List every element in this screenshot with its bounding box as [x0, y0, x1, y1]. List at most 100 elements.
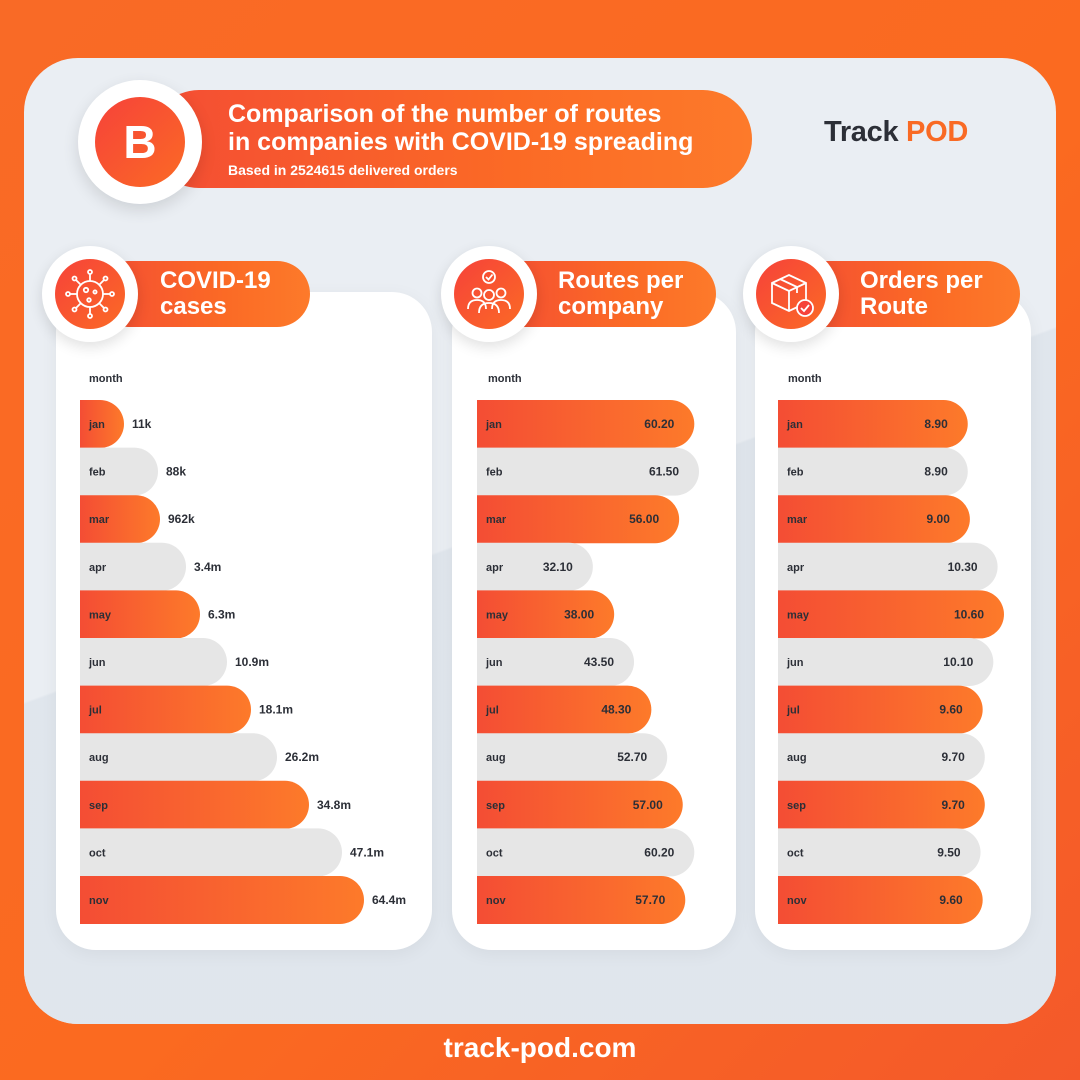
tick-label-routes-nov: nov — [486, 895, 506, 907]
tick-label-orders-jun: jun — [786, 657, 804, 669]
package-check-icon — [756, 259, 826, 329]
data-label-covid-jun: 10.9m — [235, 655, 269, 669]
tick-label-covid-aug: aug — [89, 752, 109, 764]
data-label-routes-mar: 56.00 — [629, 512, 659, 526]
bar-covid-may — [80, 590, 200, 639]
data-label-covid-jan: 11k — [132, 417, 152, 431]
logo-pod: POD — [906, 116, 968, 148]
tick-label-covid-jun: jun — [88, 657, 106, 669]
bar-routes-jan — [477, 400, 695, 448]
track-pod-logo: Track POD — [824, 116, 968, 149]
bar-covid-sep — [80, 780, 309, 829]
tick-label-covid-sep: sep — [89, 800, 108, 812]
data-label-routes-oct: 60.20 — [644, 845, 674, 859]
tick-label-orders-feb: feb — [787, 467, 804, 479]
tick-label-orders-apr: apr — [787, 562, 805, 574]
axis-label-routes: month — [488, 373, 522, 385]
tick-label-covid-mar: mar — [89, 514, 110, 526]
data-label-covid-feb: 88k — [166, 465, 186, 479]
tick-label-routes-jun: jun — [485, 657, 503, 669]
virus-icon — [55, 259, 125, 329]
bar-routes-mar — [477, 495, 680, 544]
data-label-covid-oct: 47.1m — [350, 845, 384, 859]
tick-label-orders-oct: oct — [787, 847, 804, 859]
bar-covid-oct — [80, 828, 342, 877]
header-title-line2: in companies with COVID-19 spreading — [228, 128, 694, 156]
tick-label-covid-jul: jul — [88, 705, 102, 717]
data-label-covid-aug: 26.2m — [285, 750, 319, 764]
bar-orders-aug — [778, 733, 985, 782]
footer-url: track-pod.com — [443, 1032, 637, 1063]
tick-label-orders-aug: aug — [787, 752, 807, 764]
chart-title-orders-line1: Orders per — [860, 267, 983, 294]
bar-covid-nov — [80, 876, 364, 924]
tick-label-orders-may: may — [787, 609, 810, 621]
bar-routes-may — [477, 590, 615, 639]
bar-covid-aug — [80, 733, 277, 782]
chart-title-routes-line2: company — [558, 293, 664, 320]
data-label-orders-nov: 9.60 — [939, 893, 963, 907]
bar-orders-nov — [778, 876, 983, 924]
data-label-routes-jul: 48.30 — [601, 703, 631, 717]
data-label-orders-apr: 10.30 — [948, 560, 978, 574]
badge-letter: B — [95, 97, 185, 187]
header-title-line1: Comparison of the number of routes — [228, 100, 662, 128]
bar-orders-jul — [778, 685, 983, 734]
chart-title-orders-line2: Route — [860, 293, 928, 320]
tick-label-covid-jan: jan — [88, 419, 105, 431]
tick-label-orders-jan: jan — [786, 419, 803, 431]
tick-label-covid-may: may — [89, 609, 112, 621]
data-label-routes-may: 38.00 — [564, 607, 594, 621]
tick-label-routes-mar: mar — [486, 514, 507, 526]
tick-label-routes-oct: oct — [486, 847, 503, 859]
bar-orders-mar — [778, 495, 970, 544]
tick-label-orders-nov: nov — [787, 895, 807, 907]
tick-label-orders-mar: mar — [787, 514, 808, 526]
header-title: Comparison of the number of routes in co… — [228, 100, 748, 156]
data-label-orders-may: 10.60 — [954, 607, 984, 621]
tick-label-covid-feb: feb — [89, 467, 106, 479]
data-label-routes-feb: 61.50 — [649, 465, 679, 479]
bar-routes-jul — [477, 685, 652, 734]
axis-label-covid: month — [89, 373, 123, 385]
data-label-routes-jun: 43.50 — [584, 655, 614, 669]
bar-covid-apr — [80, 542, 186, 591]
bar-orders-may — [778, 590, 1004, 639]
bar-routes-jun — [477, 638, 635, 686]
bar-routes-aug — [477, 733, 668, 782]
logo-track: Track — [824, 116, 907, 148]
team-check-icon — [454, 259, 524, 329]
bar-orders-jun — [778, 638, 994, 686]
data-label-routes-sep: 57.00 — [633, 798, 663, 812]
tick-label-covid-apr: apr — [89, 562, 107, 574]
tick-label-routes-sep: sep — [486, 800, 505, 812]
data-label-routes-apr: 32.10 — [543, 560, 573, 574]
axis-label-orders: month — [788, 373, 822, 385]
data-label-orders-sep: 9.70 — [941, 798, 965, 812]
data-label-covid-mar: 962k — [168, 512, 195, 526]
bar-routes-apr — [477, 542, 593, 591]
data-label-routes-nov: 57.70 — [635, 893, 665, 907]
bar-routes-sep — [477, 780, 683, 829]
bar-routes-nov — [477, 876, 686, 924]
tick-label-orders-jul: jul — [786, 705, 800, 717]
data-label-orders-aug: 9.70 — [941, 750, 965, 764]
bar-chart-covid-cases: jan 11k feb 88k mar 962k apr 3.4m may 6.3m jun 10.9… — [80, 400, 406, 924]
bar-orders-oct — [778, 828, 981, 877]
data-label-routes-aug: 52.70 — [617, 750, 647, 764]
bar-routes-oct — [477, 828, 695, 877]
data-label-orders-jun: 10.10 — [943, 655, 973, 669]
tick-label-routes-aug: aug — [486, 752, 506, 764]
bar-covid-jun — [80, 638, 227, 686]
tick-label-covid-nov: nov — [89, 895, 109, 907]
header-subtitle: Based in 2524615 delivered orders — [228, 162, 458, 178]
bar-chart-orders-per-route: jan 8.90 feb 8.90 mar 9.00 apr 10.30 may 10.60 jun… — [778, 400, 1004, 924]
bar-routes-feb — [477, 447, 699, 496]
data-label-orders-oct: 9.50 — [937, 845, 961, 859]
bar-covid-mar — [80, 495, 160, 544]
bar-covid-feb — [80, 447, 158, 496]
header-banner — [150, 90, 752, 188]
bar-orders-apr — [778, 542, 998, 591]
bar-covid-jan — [80, 400, 124, 448]
data-label-orders-feb: 8.90 — [924, 465, 948, 479]
